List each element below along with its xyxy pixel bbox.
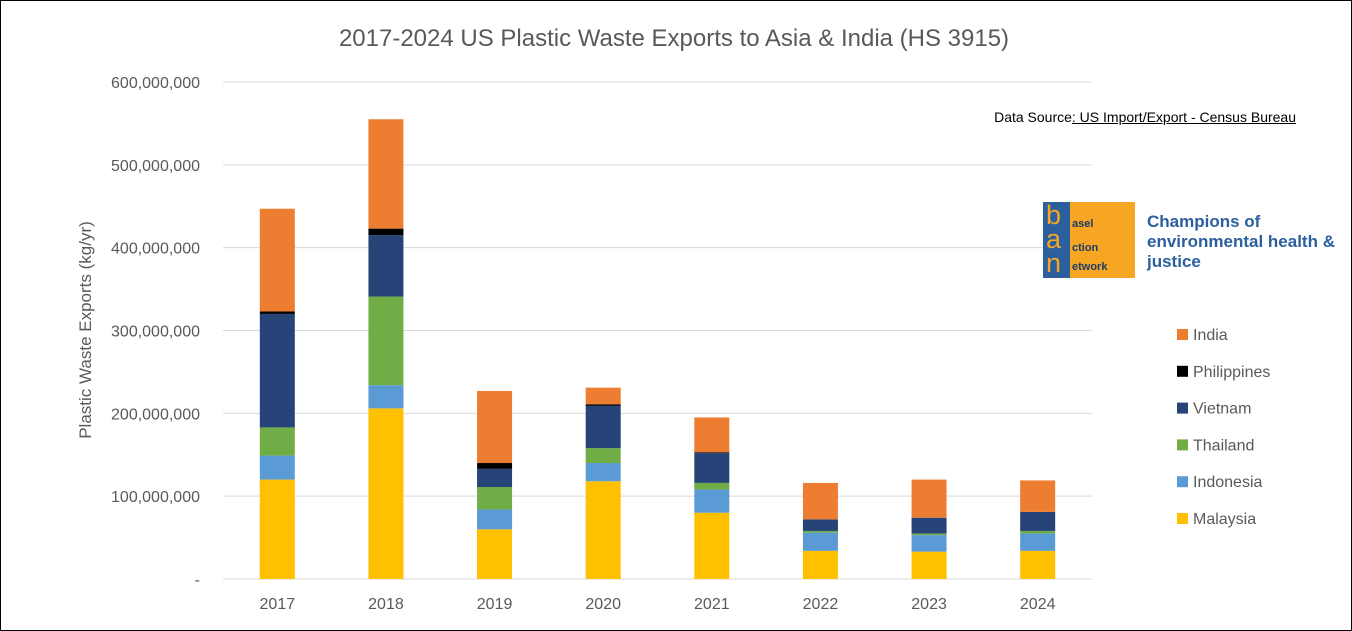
bar-segment-vietnam-2021	[694, 453, 730, 483]
ban-logo-letter-column: b a n	[1043, 202, 1070, 278]
data-source-note: Data Source: US Import/Export - Census B…	[976, 108, 1296, 127]
y-tick-label: 300,000,000	[111, 324, 200, 341]
y-tick-label: 600,000,000	[111, 75, 200, 92]
bar-segment-vietnam-2019	[477, 468, 513, 488]
bar-segment-vietnam-2022	[802, 519, 838, 531]
y-tick-label: 500,000,000	[111, 158, 200, 175]
bar-segment-thailand-2022	[802, 530, 838, 533]
legend-swatch-thailand	[1177, 439, 1188, 451]
bar-segment-indonesia-2023	[911, 535, 947, 552]
bar-segment-indonesia-2018	[368, 385, 404, 409]
bar-segment-thailand-2020	[585, 448, 621, 464]
x-tick-label: 2023	[911, 596, 947, 613]
bar-segment-indonesia-2024	[1020, 533, 1056, 551]
y-axis-ticks: - 100,000,000 200,000,000 300,000,000 400,00…	[111, 75, 200, 589]
bar-segment-indonesia-2021	[694, 489, 730, 513]
logo-letter-a: a	[1046, 224, 1062, 254]
bar-segment-india-2019	[477, 390, 513, 464]
bar-segment-philippines-2019	[477, 463, 513, 469]
chart-title: 2017-2024 US Plastic Waste Exports to As…	[339, 25, 1009, 52]
bar-segment-malaysia-2018	[368, 408, 404, 579]
x-tick-label: 2017	[260, 596, 296, 613]
logo-letter-b: b	[1046, 200, 1062, 230]
bar-segment-vietnam-2020	[585, 405, 621, 449]
bar-segment-malaysia-2022	[802, 550, 838, 579]
bar-segment-malaysia-2019	[477, 529, 513, 579]
bar-segment-indonesia-2020	[585, 463, 621, 482]
bar-segment-indonesia-2022	[802, 532, 838, 551]
bar-segment-malaysia-2024	[1020, 550, 1056, 579]
bar-segment-indonesia-2019	[477, 509, 513, 530]
bar-segment-vietnam-2018	[368, 235, 404, 297]
y-tick-label: 200,000,000	[111, 406, 200, 423]
legend-label-vietnam: Vietnam	[1193, 401, 1251, 418]
legend-label-indonesia: Indonesia	[1193, 474, 1262, 491]
bar-segment-thailand-2023	[911, 533, 947, 536]
bar-segment-thailand-2021	[694, 482, 730, 490]
bar-segment-malaysia-2021	[694, 512, 730, 579]
bar-segment-indonesia-2017	[259, 455, 295, 480]
bar-segment-india-2018	[368, 119, 404, 229]
bar-segment-malaysia-2020	[585, 481, 621, 579]
bar-segment-philippines-2020	[585, 404, 621, 406]
bar-segment-india-2022	[802, 482, 838, 520]
logo-word-basel: asel	[1072, 218, 1094, 230]
legend-swatch-vietnam	[1177, 402, 1188, 414]
legend-label-philippines: Philippines	[1193, 364, 1270, 381]
logo-word-network: etwork	[1072, 261, 1108, 273]
logo-tagline: Champions of environmental health & just…	[1147, 212, 1335, 271]
bar-segment-malaysia-2017	[259, 479, 295, 579]
bar-segment-india-2020	[585, 387, 621, 405]
bar-segment-thailand-2024	[1020, 530, 1056, 534]
bar-segment-thailand-2017	[259, 427, 295, 456]
legend-swatch-malaysia	[1177, 513, 1188, 524]
bar-segment-vietnam-2024	[1020, 511, 1056, 531]
bar-segment-vietnam-2023	[911, 517, 947, 534]
bar-segment-philippines-2021	[694, 452, 730, 454]
legend-swatch-indonesia	[1177, 476, 1188, 488]
bar-segment-india-2024	[1020, 480, 1056, 512]
bar-segment-india-2023	[911, 479, 947, 518]
legend-label-thailand: Thailand	[1193, 437, 1254, 454]
legend-label-india: India	[1193, 327, 1228, 344]
x-tick-label: 2022	[803, 596, 839, 613]
y-tick-label: 100,000,000	[111, 489, 200, 506]
gridlines	[223, 81, 1092, 580]
logo-word-action: ction	[1072, 242, 1099, 254]
bar-segment-india-2017	[259, 208, 295, 312]
legend-swatch-india	[1177, 329, 1188, 340]
x-tick-label: 2021	[694, 596, 730, 613]
logo-letter-n: n	[1046, 248, 1062, 278]
y-tick-label: 400,000,000	[111, 241, 200, 258]
x-tick-label: 2018	[368, 596, 404, 613]
bar-segment-vietnam-2017	[259, 313, 295, 428]
bar-segment-india-2021	[694, 417, 730, 453]
bar-segment-philippines-2018	[368, 228, 404, 236]
bar-segment-thailand-2018	[368, 296, 404, 386]
legend-label-malaysia: Malaysia	[1193, 511, 1256, 528]
legend: India Philippines Vietnam Thailand Indonesia…	[1177, 327, 1270, 528]
x-tick-label: 2024	[1020, 596, 1056, 613]
bars	[259, 119, 1056, 579]
data-source-link[interactable]: : US Import/Export - Census Bureau	[1071, 109, 1296, 125]
x-tick-label: 2020	[585, 596, 621, 613]
x-axis-ticks: 2017 2018 2019 2020 2021 2022 2023 2024	[260, 596, 1056, 613]
bar-segment-philippines-2017	[259, 311, 295, 314]
bar-segment-thailand-2019	[477, 487, 513, 510]
data-source-prefix: Data Source	[994, 109, 1072, 125]
ban-logo: b a n asel ction etwork	[1043, 202, 1135, 278]
y-tick-label: -	[195, 572, 200, 589]
y-axis-label: Plastic Waste Exports (kg/yr)	[76, 221, 95, 439]
x-tick-label: 2019	[477, 596, 513, 613]
bar-segment-malaysia-2023	[911, 551, 947, 579]
legend-swatch-philippines	[1177, 365, 1188, 377]
